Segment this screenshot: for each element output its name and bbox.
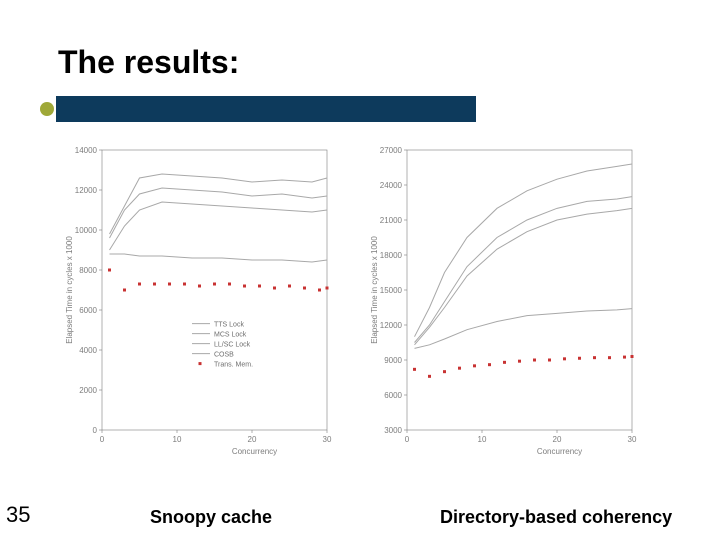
- svg-text:14000: 14000: [75, 146, 98, 155]
- svg-text:COSB: COSB: [214, 352, 234, 359]
- chart-svg: 0 2000 4000 6000 8000 10000 12000 14000 0 10 20 30 C…: [62, 140, 672, 490]
- page-number: 35: [6, 502, 30, 528]
- svg-text:10000: 10000: [75, 226, 98, 235]
- svg-text:20: 20: [248, 435, 257, 444]
- svg-text:10: 10: [173, 435, 182, 444]
- svg-text:10: 10: [478, 435, 487, 444]
- svg-text:Trans. Mem.: Trans. Mem.: [214, 362, 253, 369]
- svg-text:0: 0: [405, 435, 410, 444]
- svg-text:30: 30: [323, 435, 332, 444]
- svg-text:LL/SC Lock: LL/SC Lock: [214, 342, 251, 349]
- svg-text:21000: 21000: [380, 216, 403, 225]
- svg-text:12000: 12000: [380, 321, 403, 330]
- slide-title: The results:: [58, 44, 239, 81]
- svg-text:6000: 6000: [384, 391, 402, 400]
- svg-text:0: 0: [100, 435, 105, 444]
- svg-text:15000: 15000: [380, 286, 403, 295]
- svg-text:Concurrency: Concurrency: [232, 447, 277, 456]
- svg-text:24000: 24000: [380, 181, 403, 190]
- svg-text:2000: 2000: [79, 386, 97, 395]
- svg-text:30: 30: [628, 435, 637, 444]
- svg-text:Elapsed Time in cycles x 1000: Elapsed Time in cycles x 1000: [65, 236, 74, 344]
- svg-text:6000: 6000: [79, 306, 97, 315]
- svg-text:12000: 12000: [75, 186, 98, 195]
- svg-text:20: 20: [553, 435, 562, 444]
- caption-directory: Directory-based coherency: [440, 507, 672, 528]
- title-bullet-icon: [40, 102, 54, 116]
- svg-text:Elapsed Time in cycles x 1000: Elapsed Time in cycles x 1000: [370, 236, 379, 344]
- svg-text:Concurrency: Concurrency: [537, 447, 582, 456]
- svg-text:3000: 3000: [384, 426, 402, 435]
- caption-snoopy: Snoopy cache: [150, 507, 272, 528]
- svg-text:0: 0: [93, 426, 98, 435]
- title-bar: [56, 96, 476, 122]
- svg-text:TTS Lock: TTS Lock: [214, 322, 244, 329]
- svg-text:8000: 8000: [79, 266, 97, 275]
- svg-text:27000: 27000: [380, 146, 403, 155]
- svg-text:MCS Lock: MCS Lock: [214, 332, 247, 339]
- chart-area: 0 2000 4000 6000 8000 10000 12000 14000 0 10 20 30 C…: [62, 140, 672, 490]
- slide: The results: 020004000600080001000012000…: [0, 0, 720, 540]
- svg-text:4000: 4000: [79, 346, 97, 355]
- svg-text:9000: 9000: [384, 356, 402, 365]
- svg-text:18000: 18000: [380, 251, 403, 260]
